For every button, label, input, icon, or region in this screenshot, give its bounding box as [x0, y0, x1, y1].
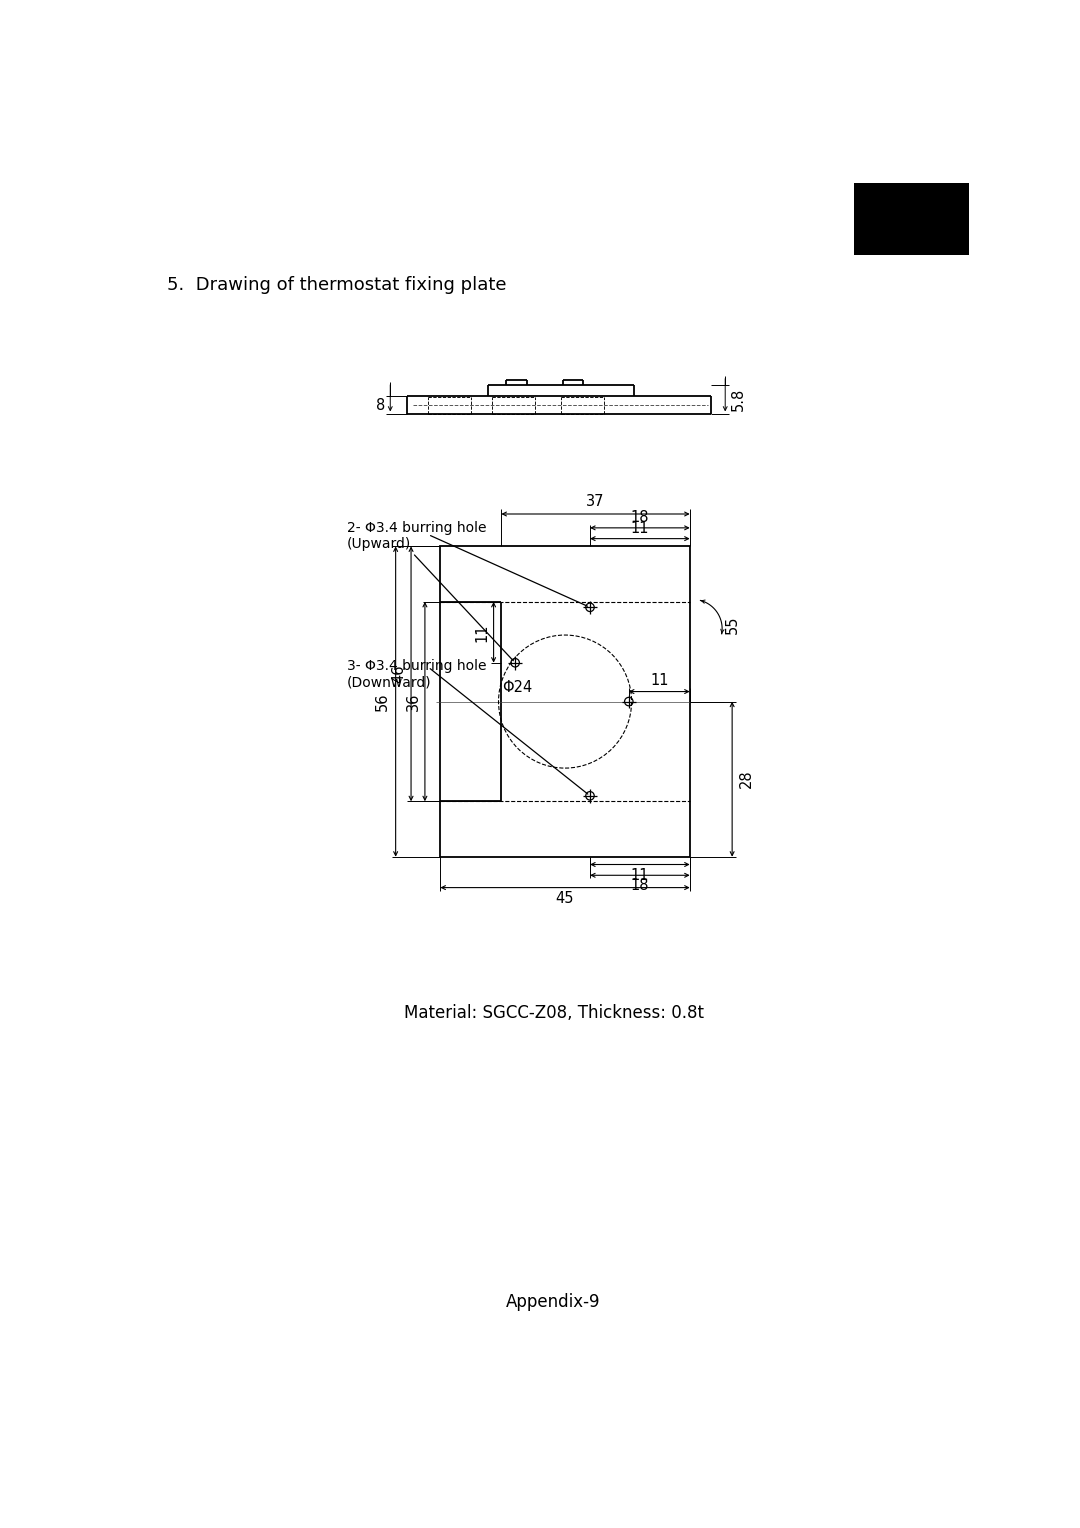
Text: Appendix-9: Appendix-9	[507, 1293, 600, 1311]
Bar	[854, 182, 970, 255]
Text: 2- Φ3.4 burring hole
(Upward): 2- Φ3.4 burring hole (Upward)	[347, 521, 487, 550]
Text: 36: 36	[406, 692, 421, 711]
Text: 55: 55	[725, 616, 740, 634]
Text: 56: 56	[375, 692, 390, 711]
Text: 3- Φ3.4 burring hole
(Downward): 3- Φ3.4 burring hole (Downward)	[347, 659, 487, 689]
Text: 18: 18	[631, 510, 649, 524]
Text: 11: 11	[631, 868, 649, 883]
Text: 11: 11	[475, 623, 489, 642]
Text: 11: 11	[650, 674, 669, 689]
Text: 18: 18	[631, 879, 649, 894]
Text: 28: 28	[739, 770, 754, 788]
Text: 11: 11	[631, 521, 649, 536]
Text: Material: SGCC-Z08, Thickness: 0.8t: Material: SGCC-Z08, Thickness: 0.8t	[404, 1004, 703, 1022]
Text: 45: 45	[556, 891, 575, 906]
Text: 5.  Drawing of thermostat fixing plate: 5. Drawing of thermostat fixing plate	[167, 275, 507, 293]
Text: 8: 8	[376, 397, 384, 413]
Text: 5.8: 5.8	[730, 388, 745, 411]
Text: 37: 37	[586, 495, 605, 509]
Text: Φ24: Φ24	[502, 680, 532, 695]
Bar	[441, 547, 690, 857]
Text: 46: 46	[391, 665, 406, 683]
